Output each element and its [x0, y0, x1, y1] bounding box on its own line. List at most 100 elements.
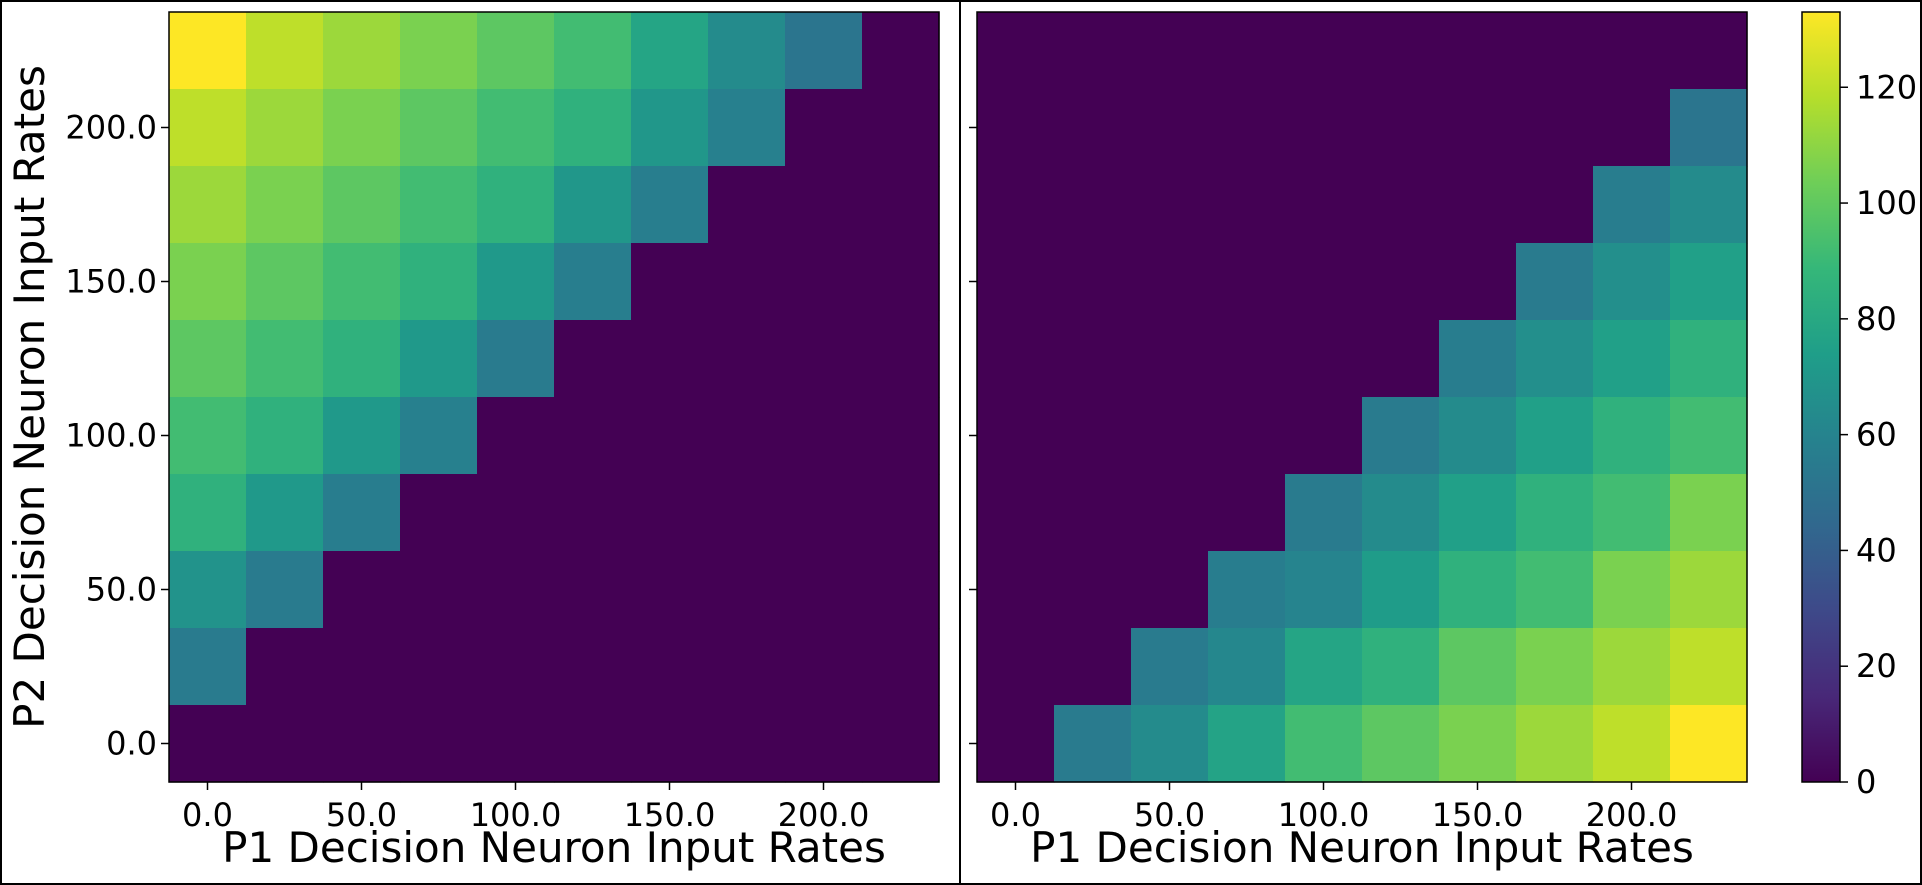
left-heatmap-cell-r0-c3 [400, 12, 478, 90]
right-heatmap-cell-r2-c7 [1516, 166, 1594, 244]
right-heatmap-cell-r3-c5 [1362, 243, 1440, 321]
left-heatmap-cell-r5-c7 [708, 397, 786, 475]
left-heatmap-cell-r5-c6 [631, 397, 709, 475]
right-heatmap-cell-r6-c3 [1208, 474, 1286, 552]
left-heatmap-panel: 0.0 50.0 100.0 150.0 200.0 0.0 50.0 100.0 150.0… [5, 11, 940, 872]
right-heatmap-cell-r5-c7 [1516, 397, 1594, 475]
left-heatmap-cell-r5-c8 [785, 397, 863, 475]
right-heatmap-cell-r1-c5 [1362, 89, 1440, 167]
right-heatmap-cell-r0-c3 [1208, 12, 1286, 90]
right-heatmap-cell-r5-c8 [1593, 397, 1671, 475]
right-heatmap-cell-r4-c8 [1593, 320, 1671, 398]
left-y-axis-label: P2 Decision Neuron Input Rates [5, 65, 54, 729]
left-heatmap-cell-r5-c2 [323, 397, 401, 475]
right-heatmap-cell-r9-c0 [977, 705, 1055, 783]
left-heatmap-cell-r2-c3 [400, 166, 478, 244]
right-heatmap-cell-r3-c0 [977, 243, 1055, 321]
colorbar-tick-label: 20 [1856, 647, 1897, 685]
left-heatmap-cell-r7-c6 [631, 551, 709, 629]
right-heatmap-cell-r2-c5 [1362, 166, 1440, 244]
right-heatmap-cell-r3-c7 [1516, 243, 1594, 321]
left-y-tick-label: 100.0 [65, 417, 157, 455]
left-heatmap-cell-r4-c8 [785, 320, 863, 398]
right-heatmap-cell-r4-c5 [1362, 320, 1440, 398]
right-heatmap-cell-r4-c3 [1208, 320, 1286, 398]
right-heatmap-cell-r3-c6 [1439, 243, 1517, 321]
right-x-tick-label: 0.0 [990, 796, 1041, 834]
right-heatmap-cell-r2-c9 [1670, 166, 1748, 244]
right-x-tick-label: 200.0 [1586, 796, 1678, 834]
left-heatmap-cell-r3-c6 [631, 243, 709, 321]
left-heatmap-cell-r3-c3 [400, 243, 478, 321]
left-heatmap-cell-r0-c5 [554, 12, 632, 90]
left-heatmap-cell-r6-c5 [554, 474, 632, 552]
left-heatmap-cell-r1-c3 [400, 89, 478, 167]
right-heatmap-cell-r8-c5 [1362, 628, 1440, 706]
right-heatmap-cell-r1-c0 [977, 89, 1055, 167]
left-heatmap-cell-r5-c4 [477, 397, 555, 475]
left-heatmap-cell-r2-c1 [246, 166, 324, 244]
left-heatmap-cell-r0-c0 [169, 12, 247, 90]
left-heatmap-cell-r8-c1 [246, 628, 324, 706]
left-heatmap-cell-r7-c9 [862, 551, 940, 629]
left-plot-frame [168, 11, 940, 783]
right-heatmap-cell-r3-c2 [1131, 243, 1209, 321]
left-heatmap-cell-r4-c3 [400, 320, 478, 398]
left-heatmap-cell-r3-c9 [862, 243, 940, 321]
right-heatmap-cell-r8-c7 [1516, 628, 1594, 706]
right-heatmap-cell-r6-c5 [1362, 474, 1440, 552]
left-x-tick-label: 150.0 [624, 796, 716, 834]
left-heatmap-cell-r5-c1 [246, 397, 324, 475]
right-heatmap-cell-r5-c2 [1131, 397, 1209, 475]
right-heatmap-cell-r5-c3 [1208, 397, 1286, 475]
right-heatmap-cell-r6-c0 [977, 474, 1055, 552]
left-heatmap-cell-r4-c4 [477, 320, 555, 398]
right-heatmap-cell-r6-c8 [1593, 474, 1671, 552]
right-heatmap-cell-r8-c4 [1285, 628, 1363, 706]
left-heatmap-cell-r0-c8 [785, 12, 863, 90]
left-heatmap-cell-r6-c8 [785, 474, 863, 552]
left-heatmap-cell-r4-c2 [323, 320, 401, 398]
right-heatmap-cell-r2-c0 [977, 166, 1055, 244]
left-heatmap-cell-r9-c9 [862, 705, 940, 783]
right-heatmap-cell-r0-c2 [1131, 12, 1209, 90]
left-heatmap-cell-r6-c6 [631, 474, 709, 552]
left-heatmap-cell-r9-c4 [477, 705, 555, 783]
left-heatmap-cell-r8-c7 [708, 628, 786, 706]
left-heatmap-cell-r9-c7 [708, 705, 786, 783]
right-x-ticks: 0.0 50.0 100.0 150.0 200.0 [990, 782, 1677, 834]
left-heatmap-cell-r7-c5 [554, 551, 632, 629]
right-y-ticks [969, 126, 977, 745]
left-heatmap-cell-r9-c1 [246, 705, 324, 783]
right-heatmap-cell-r9-c2 [1131, 705, 1209, 783]
right-heatmap-cell-r9-c8 [1593, 705, 1671, 783]
right-heatmap-cell-r7-c6 [1439, 551, 1517, 629]
left-heatmap-cell-r1-c5 [554, 89, 632, 167]
right-heatmap-cell-r4-c2 [1131, 320, 1209, 398]
right-heatmap-cell-r4-c0 [977, 320, 1055, 398]
left-y-ticks: 0.0 50.0 100.0 150.0 200.0 [65, 109, 169, 763]
left-heatmap-cell-r2-c7 [708, 166, 786, 244]
colorbar-tick-label: 0 [1856, 763, 1876, 801]
left-heatmap-cell-r8-c6 [631, 628, 709, 706]
left-x-tick-label: 100.0 [470, 796, 562, 834]
left-heatmap-cell-r0-c1 [246, 12, 324, 90]
right-heatmap-cell-r9-c3 [1208, 705, 1286, 783]
right-heatmap-cell-r4-c7 [1516, 320, 1594, 398]
right-heatmap-cell-r8-c1 [1054, 628, 1132, 706]
left-heatmap-cell-r0-c7 [708, 12, 786, 90]
right-heatmap-cell-r7-c8 [1593, 551, 1671, 629]
left-heatmap-cell-r2-c6 [631, 166, 709, 244]
left-heatmap-cell-r6-c4 [477, 474, 555, 552]
left-heatmap-cell-r4-c5 [554, 320, 632, 398]
left-heatmap-cell-r4-c1 [246, 320, 324, 398]
left-heatmap-cell-r9-c6 [631, 705, 709, 783]
left-heatmap-cell-r9-c2 [323, 705, 401, 783]
left-x-ticks: 0.0 50.0 100.0 150.0 200.0 [182, 782, 869, 834]
left-heatmap-cell-r7-c1 [246, 551, 324, 629]
right-heatmap-cell-r0-c6 [1439, 12, 1517, 90]
left-heatmap-cell-r5-c3 [400, 397, 478, 475]
left-x-tick-label: 50.0 [326, 796, 397, 834]
left-heatmap-cell-r4-c0 [169, 320, 247, 398]
